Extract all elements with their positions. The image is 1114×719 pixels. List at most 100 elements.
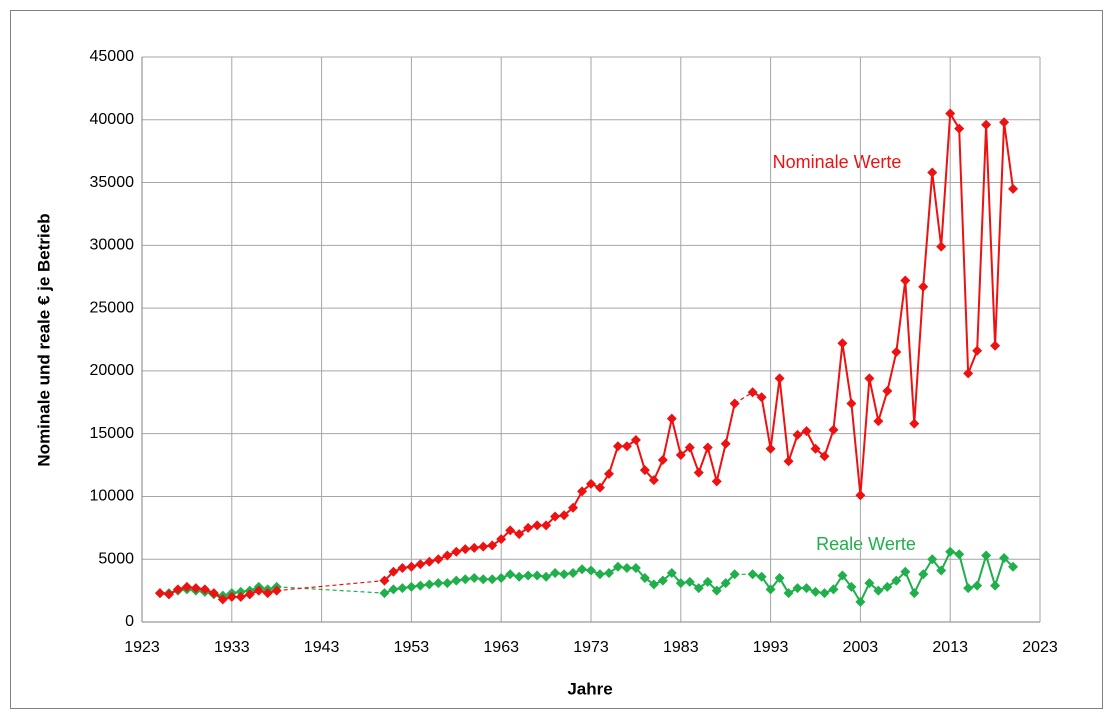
marker <box>199 584 210 595</box>
marker <box>675 450 686 461</box>
x-tick-label: 1923 <box>124 639 160 656</box>
marker <box>469 573 480 584</box>
marker <box>577 486 588 497</box>
marker <box>720 578 731 589</box>
chart-border <box>10 10 1103 709</box>
annotation: Nominale Werte <box>773 152 902 172</box>
marker <box>999 117 1010 128</box>
marker <box>756 392 767 403</box>
marker <box>927 167 938 178</box>
marker <box>1008 183 1019 194</box>
marker <box>532 570 543 581</box>
marker <box>514 571 525 582</box>
marker <box>711 585 722 596</box>
marker <box>541 520 552 531</box>
marker <box>693 467 704 478</box>
marker <box>235 591 246 602</box>
marker <box>397 563 408 574</box>
marker <box>774 573 785 584</box>
marker <box>442 578 453 589</box>
x-tick-label: 1943 <box>304 639 340 656</box>
marker <box>702 576 713 587</box>
marker <box>774 373 785 384</box>
marker <box>684 576 695 587</box>
marker <box>846 398 857 409</box>
marker <box>855 490 866 501</box>
marker <box>972 580 983 591</box>
marker <box>424 556 435 567</box>
marker <box>550 568 561 579</box>
marker <box>657 575 668 586</box>
marker <box>981 550 992 561</box>
marker <box>765 584 776 595</box>
marker <box>603 568 614 579</box>
marker <box>864 373 875 384</box>
marker <box>999 552 1010 563</box>
marker <box>990 340 1001 351</box>
marker <box>792 429 803 440</box>
marker <box>945 546 956 557</box>
marker <box>523 570 534 581</box>
marker <box>729 398 740 409</box>
marker <box>936 565 947 576</box>
marker <box>612 441 623 452</box>
marker <box>981 119 992 130</box>
marker <box>388 584 399 595</box>
marker <box>541 571 552 582</box>
marker <box>478 574 489 585</box>
marker <box>990 580 1001 591</box>
marker <box>684 442 695 453</box>
marker <box>882 581 893 592</box>
marker <box>927 554 938 565</box>
y-tick-label: 40000 <box>90 111 135 128</box>
marker <box>496 534 507 545</box>
marker <box>657 455 668 466</box>
y-tick-label: 20000 <box>90 362 135 379</box>
marker <box>163 589 174 600</box>
marker <box>648 579 659 590</box>
marker <box>810 586 821 597</box>
marker <box>963 583 974 594</box>
marker <box>603 468 614 479</box>
marker <box>882 385 893 396</box>
marker <box>424 579 435 590</box>
marker <box>747 569 758 580</box>
marker <box>900 566 911 577</box>
marker <box>648 475 659 486</box>
marker <box>729 569 740 580</box>
x-tick-label: 1993 <box>753 639 789 656</box>
marker <box>568 502 579 513</box>
marker <box>612 561 623 572</box>
marker <box>271 585 282 596</box>
series-line <box>383 403 736 582</box>
marker <box>630 563 641 574</box>
marker <box>406 581 417 592</box>
marker <box>855 596 866 607</box>
marker <box>505 569 516 580</box>
marker <box>810 443 821 454</box>
marker <box>819 451 830 462</box>
marker <box>523 522 534 533</box>
marker <box>963 368 974 379</box>
marker <box>936 241 947 252</box>
marker <box>253 585 264 596</box>
y-tick-label: 10000 <box>90 488 135 505</box>
marker <box>819 588 830 599</box>
marker <box>954 549 965 560</box>
annotation: Reale Werte <box>816 534 916 554</box>
marker <box>747 387 758 398</box>
marker <box>154 588 165 599</box>
marker <box>190 583 201 594</box>
marker <box>837 338 848 349</box>
marker <box>909 588 920 599</box>
marker <box>388 566 399 577</box>
marker <box>505 525 516 536</box>
marker <box>568 568 579 579</box>
marker <box>846 581 857 592</box>
marker <box>918 281 929 292</box>
marker <box>702 442 713 453</box>
series-line <box>752 110 1015 496</box>
marker <box>496 573 507 584</box>
marker <box>226 591 237 602</box>
y-axis-label: Nominale und reale € je Betrieb <box>34 213 53 466</box>
